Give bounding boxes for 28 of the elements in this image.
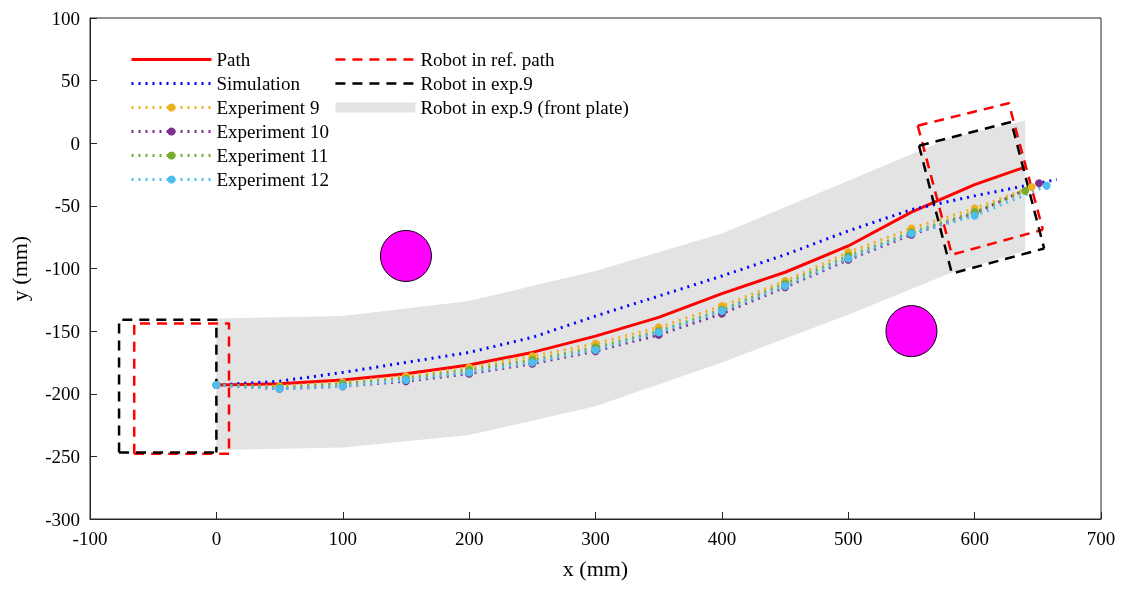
legend-label: Experiment 11 (216, 145, 329, 166)
x-tick-label: 200 (454, 528, 484, 549)
legend-label: Simulation (216, 73, 301, 94)
legend-label: Robot in ref. path (420, 49, 555, 70)
legend-label: Experiment 9 (216, 97, 320, 118)
x-tick-label: 500 (834, 528, 863, 549)
x-tick-label: 400 (707, 528, 737, 549)
legend-label: Experiment 12 (216, 169, 329, 190)
y-tick-label: 0 (70, 132, 80, 154)
legend-label: Robot in exp.9 (420, 73, 533, 94)
y-tick-label: 100 (51, 7, 80, 29)
legend-label: Robot in exp.9 (front plate) (420, 97, 629, 119)
y-tick-label: -50 (54, 195, 80, 217)
x-tick-label: 100 (328, 528, 357, 549)
x-tick-label: 300 (581, 528, 610, 549)
x-tick-label: 600 (960, 528, 989, 549)
x-tick-label: 700 (1086, 528, 1116, 549)
x-axis-title: x (mm) (562, 555, 629, 581)
y-tick-label: -100 (45, 258, 80, 279)
y-tick-label: -200 (45, 383, 80, 405)
legend-label: Experiment 10 (216, 121, 329, 142)
y-tick-label: -300 (45, 508, 80, 530)
y-tick-label: -250 (45, 445, 80, 467)
legend-label: Path (216, 49, 251, 70)
x-tick-label: 0 (211, 528, 222, 549)
y-tick-label: 50 (61, 70, 80, 92)
y-axis-title: y (mm) (6, 235, 32, 302)
y-tick-label: -150 (45, 320, 80, 342)
